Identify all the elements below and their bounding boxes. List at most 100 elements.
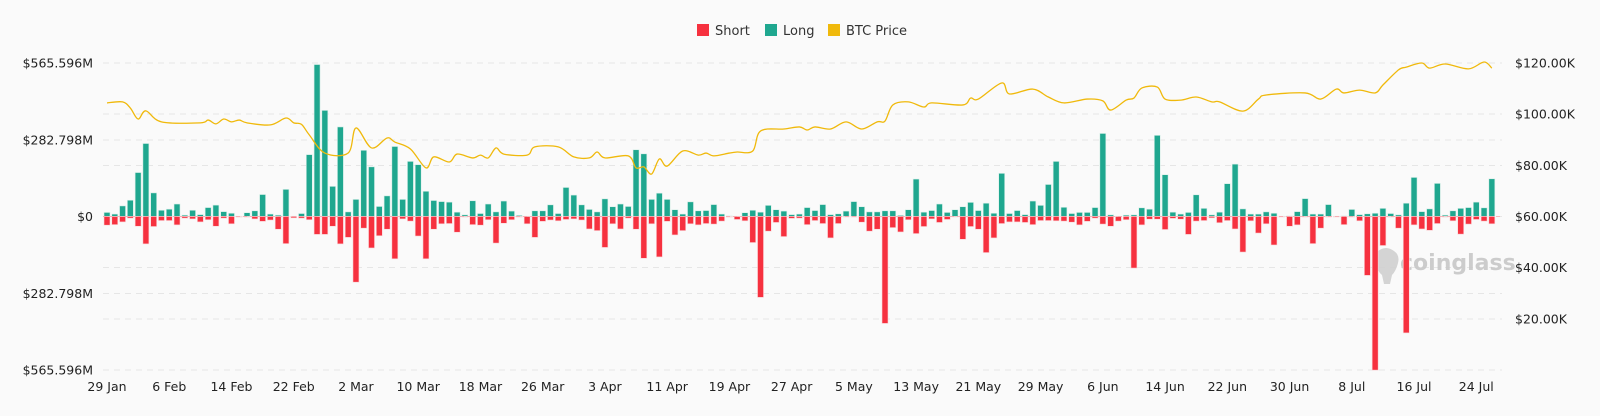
long-bar[interactable]	[484, 203, 492, 217]
short-bar[interactable]	[1255, 216, 1262, 234]
short-bar[interactable]	[189, 216, 196, 220]
long-bar[interactable]	[1239, 208, 1247, 217]
long-bar[interactable]	[656, 192, 663, 217]
long-bar[interactable]	[1325, 204, 1332, 217]
long-bar[interactable]	[1418, 211, 1426, 217]
short-bar[interactable]	[640, 216, 648, 259]
short-bar[interactable]	[593, 216, 601, 231]
short-bar[interactable]	[508, 216, 515, 221]
short-bar[interactable]	[1239, 216, 1247, 253]
long-bar[interactable]	[251, 210, 259, 217]
long-bar[interactable]	[1301, 198, 1309, 217]
long-bar[interactable]	[134, 172, 142, 217]
short-bar[interactable]	[586, 216, 593, 230]
short-bar[interactable]	[1091, 216, 1099, 219]
long-bar[interactable]	[601, 198, 609, 217]
short-bar[interactable]	[539, 216, 546, 222]
long-bar[interactable]	[1270, 212, 1278, 217]
long-bar[interactable]	[337, 126, 344, 217]
long-bar[interactable]	[1200, 208, 1208, 217]
long-bar[interactable]	[391, 146, 399, 217]
short-bar[interactable]	[920, 216, 928, 227]
long-bar[interactable]	[500, 200, 508, 217]
long-bar[interactable]	[975, 210, 982, 217]
long-bar[interactable]	[1013, 210, 1021, 217]
long-bar[interactable]	[1387, 213, 1394, 217]
short-bar[interactable]	[1247, 216, 1254, 222]
legend-item-short[interactable]: Short	[697, 24, 750, 39]
short-bar[interactable]	[531, 216, 539, 238]
short-bar[interactable]	[352, 216, 360, 283]
long-bar[interactable]	[1099, 133, 1107, 217]
long-bar[interactable]	[508, 210, 515, 217]
long-bar[interactable]	[422, 190, 430, 217]
long-bar[interactable]	[313, 64, 321, 217]
long-bar[interactable]	[375, 206, 383, 217]
short-bar[interactable]	[741, 216, 749, 222]
short-bar[interactable]	[321, 216, 329, 235]
long-bar[interactable]	[842, 210, 850, 217]
long-bar[interactable]	[368, 166, 375, 217]
short-bar[interactable]	[967, 216, 974, 227]
short-bar[interactable]	[446, 216, 453, 224]
long-bar[interactable]	[1185, 212, 1192, 217]
short-bar[interactable]	[889, 216, 897, 228]
short-bar[interactable]	[375, 216, 383, 237]
short-bar[interactable]	[733, 216, 741, 220]
long-bar[interactable]	[998, 173, 1006, 217]
long-bar[interactable]	[344, 211, 352, 217]
long-bar[interactable]	[710, 204, 718, 217]
short-bar[interactable]	[204, 216, 212, 221]
short-bar[interactable]	[609, 216, 617, 225]
short-bar[interactable]	[718, 216, 725, 222]
legend-item-long[interactable]: Long	[765, 24, 814, 39]
short-bar[interactable]	[648, 216, 655, 225]
short-bar[interactable]	[1356, 216, 1363, 222]
long-bar[interactable]	[741, 212, 749, 217]
short-bar[interactable]	[601, 216, 609, 248]
long-bar[interactable]	[928, 210, 935, 217]
short-bar[interactable]	[819, 216, 827, 224]
short-bar[interactable]	[212, 216, 220, 227]
short-bar[interactable]	[267, 216, 274, 221]
short-bar[interactable]	[617, 216, 624, 230]
short-bar[interactable]	[772, 216, 780, 223]
long-bar[interactable]	[1457, 208, 1465, 217]
short-bar[interactable]	[158, 216, 165, 221]
long-bar[interactable]	[1060, 206, 1068, 217]
long-bar[interactable]	[1076, 212, 1083, 217]
long-bar[interactable]	[150, 192, 157, 217]
short-bar[interactable]	[1052, 216, 1060, 222]
long-bar[interactable]	[905, 209, 912, 217]
short-bar[interactable]	[1192, 216, 1200, 222]
long-bar[interactable]	[1465, 207, 1472, 217]
short-bar[interactable]	[562, 216, 570, 220]
long-bar[interactable]	[959, 206, 967, 217]
short-bar[interactable]	[1224, 216, 1231, 221]
long-bar[interactable]	[414, 164, 422, 217]
long-bar[interactable]	[360, 149, 368, 217]
short-bar[interactable]	[1340, 216, 1348, 225]
long-bar[interactable]	[562, 187, 570, 217]
long-bar[interactable]	[811, 210, 819, 217]
long-bar[interactable]	[764, 205, 772, 217]
long-bar[interactable]	[749, 209, 757, 217]
short-bar[interactable]	[165, 216, 173, 221]
short-bar[interactable]	[453, 216, 461, 233]
short-bar[interactable]	[1488, 216, 1496, 225]
long-bar[interactable]	[1169, 211, 1177, 217]
short-bar[interactable]	[912, 216, 920, 234]
short-bar[interactable]	[959, 216, 967, 240]
short-bar[interactable]	[1231, 216, 1239, 230]
short-bar[interactable]	[492, 216, 500, 244]
long-bar[interactable]	[407, 161, 414, 217]
short-bar[interactable]	[897, 216, 904, 233]
short-bar[interactable]	[103, 216, 111, 226]
short-bar[interactable]	[1395, 216, 1402, 229]
short-bar[interactable]	[1379, 216, 1387, 246]
long-bar[interactable]	[780, 210, 788, 217]
short-bar[interactable]	[547, 216, 554, 221]
short-bar[interactable]	[811, 216, 819, 221]
long-bar[interactable]	[757, 211, 764, 217]
short-bar[interactable]	[656, 216, 663, 258]
